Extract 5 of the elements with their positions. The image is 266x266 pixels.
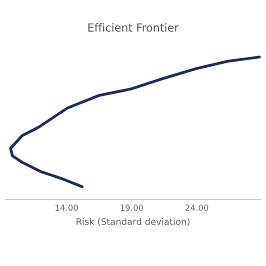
x-tick-label: 19.00 — [120, 204, 144, 211]
x-axis-title: Risk (Standard deviation) — [76, 218, 190, 226]
x-tick-label: 14.00 — [56, 204, 78, 211]
chart-title: Efficient Frontier — [88, 23, 179, 32]
x-tick-label: 24.00 — [186, 204, 208, 211]
